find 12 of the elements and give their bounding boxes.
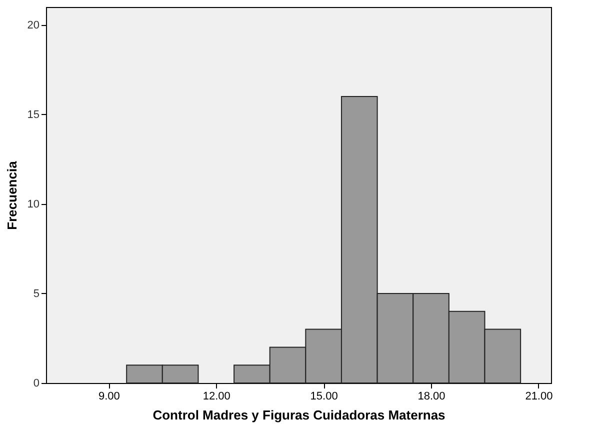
x-tick-label: 18.00 <box>418 390 446 402</box>
x-axis-title: Control Madres y Figuras Cuidadoras Maternas <box>152 408 446 422</box>
y-tick-label: 5 <box>33 288 40 300</box>
x-tick-label: 21.00 <box>525 390 553 402</box>
y-tick-label: 0 <box>33 378 40 390</box>
x-tick-label: 9.00 <box>98 390 120 402</box>
x-tick-label: 12.00 <box>202 390 230 402</box>
x-tick-label: 15.00 <box>310 390 338 402</box>
y-axis-title: Frecuencia <box>4 160 20 230</box>
y-tick-label: 15 <box>27 108 40 121</box>
y-tick-label: 10 <box>27 198 40 210</box>
y-tick-label: 20 <box>27 19 40 32</box>
